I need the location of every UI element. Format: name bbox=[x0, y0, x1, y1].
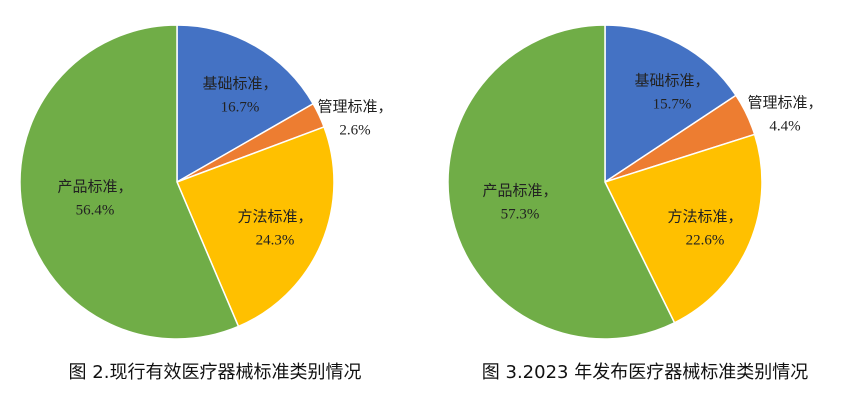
slice-label: 基础标准， bbox=[634, 72, 709, 89]
value-label: 16.7% bbox=[221, 99, 260, 115]
slice-label: 管理标准， bbox=[317, 98, 392, 115]
pie-slice bbox=[603, 133, 763, 324]
slice-label: 产品标准， bbox=[57, 178, 132, 195]
pie-slice bbox=[176, 24, 315, 184]
value-label: 24.3% bbox=[256, 232, 295, 248]
value-label: 15.7% bbox=[653, 96, 692, 112]
slice-label: 方法标准， bbox=[667, 208, 742, 225]
value-label: 2.6% bbox=[339, 122, 370, 138]
pie-slice bbox=[604, 24, 737, 184]
value-label: 57.3% bbox=[501, 206, 540, 222]
pie-slice bbox=[176, 126, 335, 328]
slice-label: 产品标准， bbox=[482, 182, 557, 199]
pie-slice bbox=[19, 24, 240, 340]
pie-slice bbox=[447, 24, 676, 340]
chart-title: 图 3.2023 年发布医疗器械标准类别情况 bbox=[482, 362, 808, 383]
slice-label: 方法标准， bbox=[237, 208, 312, 225]
value-label: 4.4% bbox=[769, 118, 800, 134]
value-label: 22.6% bbox=[686, 232, 725, 248]
chart-title: 图 2.现行有效医疗器械标准类别情况 bbox=[69, 362, 362, 383]
slice-label: 基础标准， bbox=[202, 75, 277, 92]
value-label: 56.4% bbox=[76, 202, 115, 218]
slice-label: 管理标准， bbox=[747, 94, 822, 111]
